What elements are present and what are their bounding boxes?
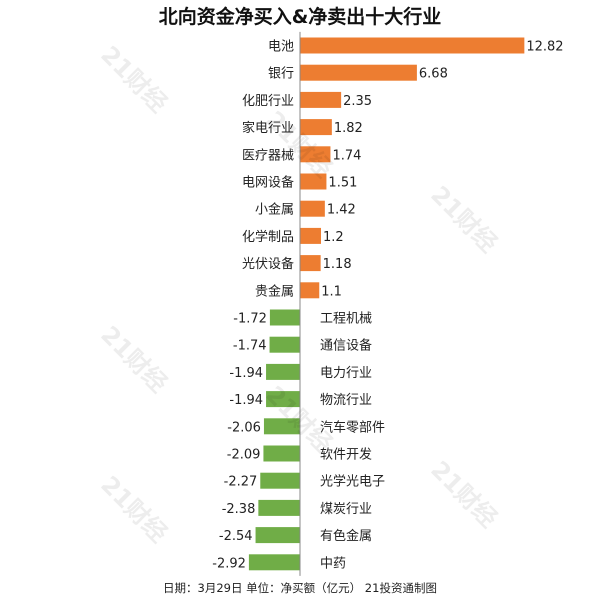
bar [300,255,321,272]
bar [255,527,300,544]
category-label: 医疗器械 [242,148,294,163]
bar [266,391,300,408]
data-label: -2.38 [222,502,256,517]
category-label: 光伏设备 [242,256,294,272]
chart-footer: 日期：3月29日 单位：净买额（亿元） 21投资通制图 [163,581,437,595]
bar [300,37,525,54]
data-label: 1.42 [327,203,356,218]
bar [263,418,300,435]
data-label: 1.74 [332,148,361,163]
bar [248,554,300,571]
category-label: 贵金属 [255,283,294,299]
data-label: 1.51 [328,176,357,191]
data-label: -2.27 [224,475,258,490]
bar [300,227,321,244]
data-label: -1.72 [233,312,267,327]
data-label: -2.92 [212,556,246,571]
category-label: 汽车零部件 [320,419,385,435]
category-label: 工程机械 [320,312,372,327]
data-label: 6.68 [419,67,448,82]
bar [258,499,300,516]
data-label: 1.2 [323,230,344,245]
bar [300,146,331,163]
bar [260,472,300,489]
bar [300,200,325,217]
bar [300,64,417,81]
category-label: 通信设备 [320,338,372,354]
category-label: 中药 [320,556,346,571]
category-label: 电池 [268,40,294,55]
category-label: 银行 [268,67,294,82]
data-label: -2.06 [227,420,261,435]
data-label: 12.82 [526,40,563,55]
data-label: -1.94 [229,393,263,408]
category-label: 光学光电子 [320,474,385,490]
data-label: -2.09 [227,448,261,463]
data-label: -2.54 [219,529,253,544]
category-label: 化学制品 [242,229,294,245]
data-label: 1.18 [323,257,352,272]
bar [263,445,300,462]
bar [300,282,320,299]
category-label: 小金属 [255,202,294,218]
category-label: 电力行业 [320,366,372,381]
data-label: 1.82 [334,121,363,136]
data-label: -1.94 [229,366,263,381]
bar [300,119,332,136]
data-label: 1.1 [321,284,342,299]
chart-title: 北向资金净买入&净卖出十大行业 [158,6,442,28]
category-label: 煤炭行业 [320,502,372,517]
category-label: 化肥行业 [242,94,294,109]
bar [269,309,300,326]
category-label: 物流行业 [320,393,372,408]
data-label: 2.35 [343,94,372,109]
bar [300,173,327,190]
category-label: 有色金属 [320,528,372,544]
category-label: 软件开发 [320,447,372,463]
category-label: 家电行业 [242,120,294,136]
bar [266,363,300,380]
bar [269,336,300,353]
category-label: 电网设备 [242,175,294,191]
data-label: -1.74 [233,339,267,354]
bar [300,91,342,108]
